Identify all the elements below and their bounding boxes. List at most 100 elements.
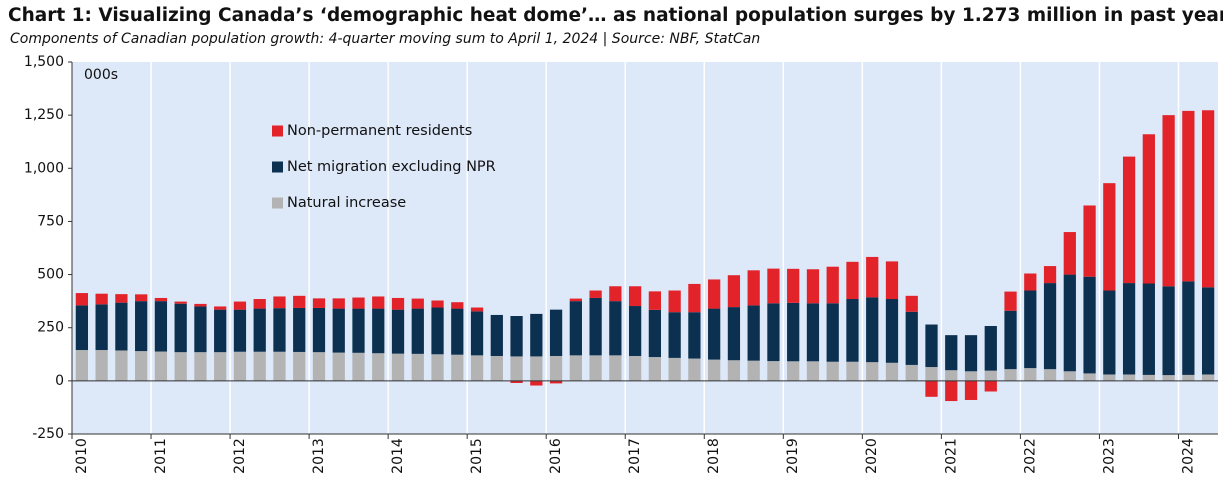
bar-segment [1201, 287, 1215, 375]
bar-segment [866, 256, 879, 298]
legend-swatch [272, 161, 283, 173]
x-tick-label: 2012 [232, 438, 248, 474]
bar-segment [530, 313, 543, 357]
bar-segment [194, 303, 207, 307]
bar-segment [510, 316, 523, 357]
bar-segment [431, 354, 444, 381]
y-tick-label: 0 [55, 373, 64, 389]
bar-segment [293, 307, 306, 352]
bar-segment [530, 356, 543, 381]
bar-segment [1182, 374, 1195, 381]
bar-segment [1004, 310, 1017, 370]
bar-segment [332, 298, 345, 309]
bar-segment [648, 291, 662, 310]
bar-segment [787, 361, 800, 381]
x-tick-label: 2021 [943, 438, 959, 474]
bar-segment [964, 371, 978, 381]
bar-segment [1083, 373, 1096, 381]
bar-segment [372, 296, 385, 309]
bar-segment [668, 357, 681, 381]
bar-segment [293, 295, 306, 308]
bar-segment [214, 309, 227, 353]
bar-segment [648, 309, 662, 358]
bar-segment [984, 370, 997, 381]
y-tick-label: 1,250 [24, 107, 64, 123]
bar-segment [1122, 374, 1136, 381]
bar-segment [75, 350, 89, 381]
bar-segment [470, 355, 484, 381]
chart-title: Chart 1: Visualizing Canada’s ‘demograph… [8, 5, 1223, 26]
bar-segment [95, 293, 108, 305]
bar-segment [846, 361, 859, 381]
bar-segment [214, 352, 227, 381]
bar-segment [312, 352, 326, 381]
bar-segment [1162, 286, 1175, 376]
bar-segment [1142, 283, 1155, 375]
y-tick-label: 500 [37, 267, 64, 283]
bar-segment [490, 355, 503, 381]
bar-segment [668, 290, 681, 313]
bar-segment [727, 307, 741, 361]
bar-segment [273, 308, 286, 352]
bar-segment [253, 299, 266, 309]
legend-swatch [272, 197, 283, 209]
bar-segment [787, 268, 800, 303]
bar-segment [451, 308, 464, 355]
bar-segment [747, 360, 760, 381]
bar-segment [154, 351, 168, 381]
bar-segment [135, 351, 148, 381]
bar-segment [391, 353, 405, 381]
bar-segment [1162, 375, 1175, 381]
bar-segment [628, 355, 642, 381]
bar-segment [628, 286, 642, 307]
bar-segment [866, 362, 879, 381]
x-tick-label: 2015 [469, 438, 485, 474]
bar-segment [787, 302, 800, 362]
y-tick-label: 1,000 [24, 160, 64, 176]
bar-segment [826, 266, 839, 304]
bar-segment [767, 303, 780, 362]
bar-segment [609, 355, 622, 381]
bar-segment [95, 350, 108, 381]
legend-swatch [272, 125, 283, 137]
bar-segment [273, 296, 286, 309]
bar-segment [1043, 283, 1057, 370]
bar-segment [253, 351, 266, 381]
bar-segment [1201, 110, 1215, 288]
bar-segment [470, 307, 484, 312]
x-tick-label: 2017 [627, 438, 643, 474]
bar-segment [75, 293, 89, 306]
bar-segment [1142, 374, 1155, 381]
bar-segment [767, 268, 780, 304]
bar-segment [569, 301, 582, 356]
x-tick-label: 2024 [1180, 438, 1196, 474]
bar-segment [549, 380, 563, 384]
y-tick-label: 750 [37, 213, 64, 229]
bar-segment [1103, 183, 1116, 291]
bar-segment [253, 308, 266, 352]
bar-segment [747, 305, 760, 361]
bar-segment [1122, 283, 1136, 375]
bar-segment [510, 380, 523, 383]
bar-segment [668, 312, 681, 358]
bar-segment [628, 306, 642, 356]
bar-segment [352, 352, 365, 381]
x-tick-label: 2010 [74, 438, 90, 474]
bar-segment [530, 380, 543, 386]
bar-segment [885, 261, 899, 300]
bar-segment [293, 351, 306, 381]
x-tick-label: 2022 [1022, 438, 1038, 474]
bar-segment [1182, 281, 1195, 375]
bar-segment [135, 294, 148, 302]
bar-segment [708, 279, 721, 309]
bar-segment [411, 308, 424, 354]
bar-segment [451, 302, 464, 309]
bar-segment [1024, 273, 1037, 291]
bar-segment [589, 297, 602, 356]
bar-segment [885, 362, 899, 381]
bar-segment [332, 352, 345, 381]
bar-segment [1122, 156, 1136, 284]
bar-segment [925, 380, 938, 397]
bar-segment [194, 306, 207, 353]
